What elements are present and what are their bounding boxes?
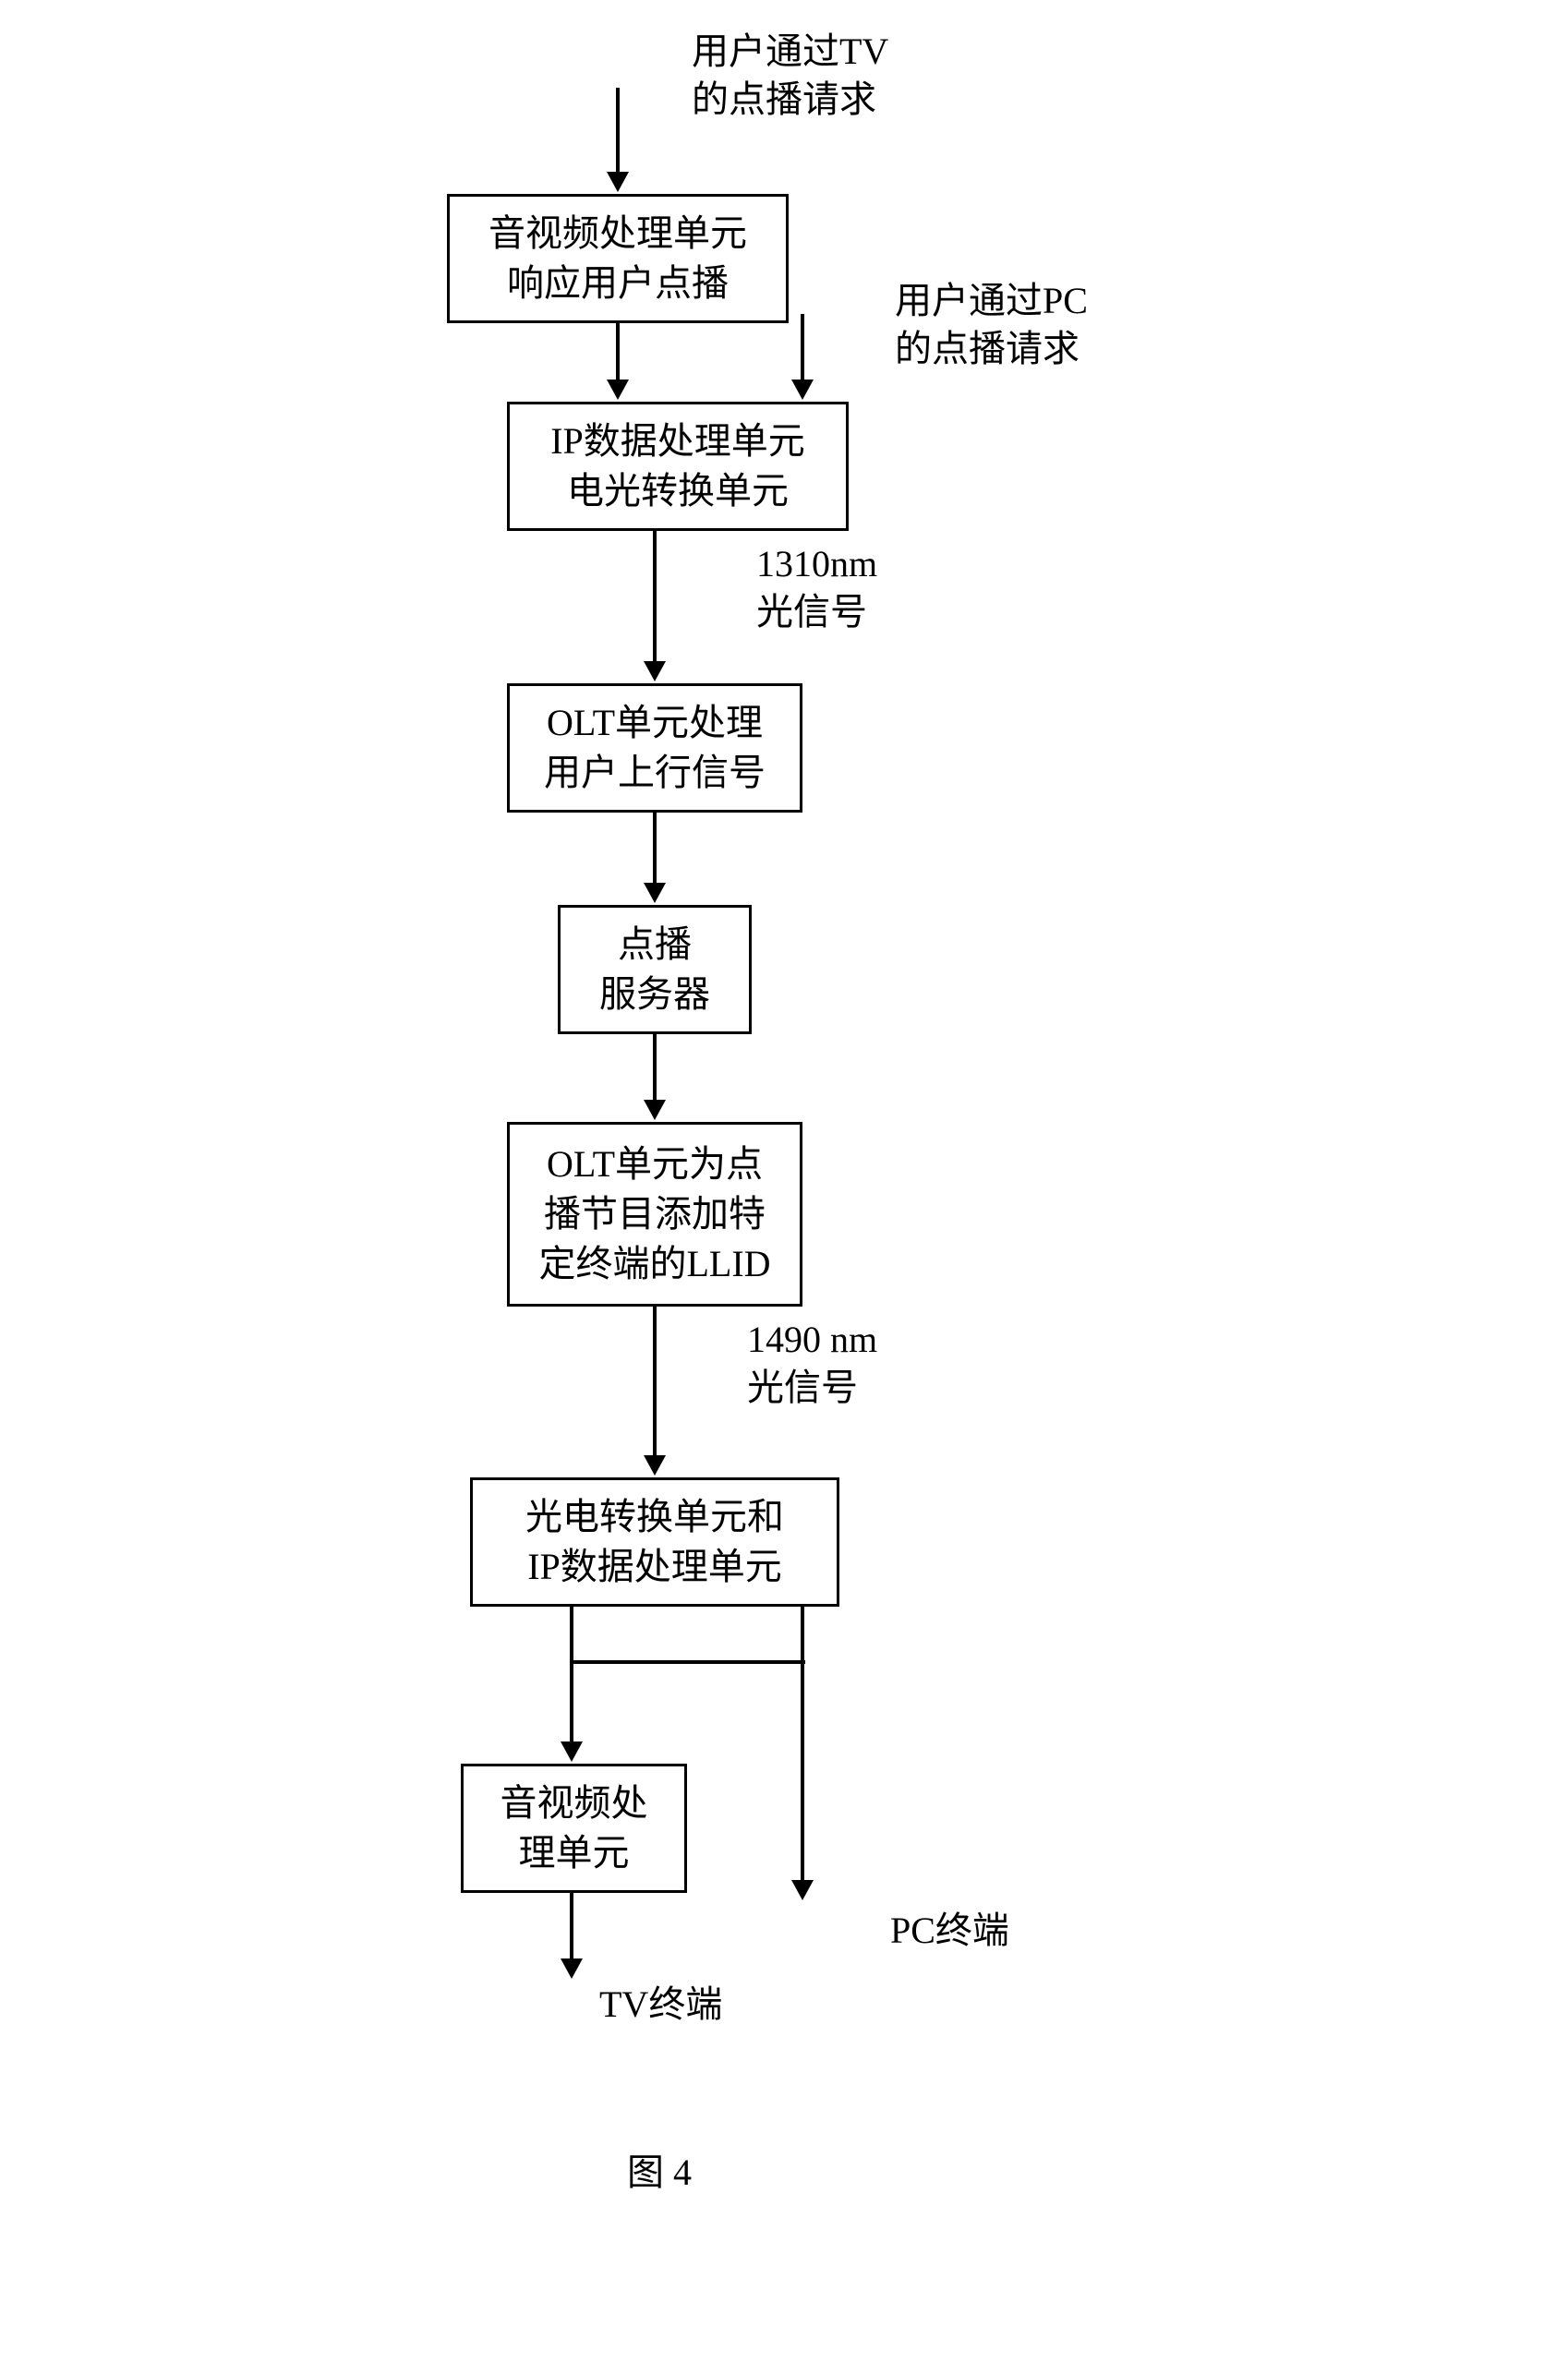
edge-line <box>570 1893 573 1960</box>
edge-arrowhead <box>644 1100 666 1120</box>
node-ip-eo: IP数据处理单元 电光转换单元 <box>507 402 849 531</box>
node-olt-llid: OLT单元为点 播节目添加特 定终端的LLID <box>507 1122 802 1307</box>
node-av-response: 音视频处理单元 响应用户点播 <box>447 194 789 323</box>
edge-line <box>653 531 657 663</box>
label-signal-1490: 1490 nm 光信号 <box>747 1316 877 1412</box>
edge-line <box>801 1607 804 1882</box>
node-av-proc: 音视频处 理单元 <box>461 1764 687 1893</box>
node-label: 音视频处理单元 响应用户点播 <box>488 209 747 308</box>
edge-line <box>801 314 804 381</box>
edge-arrowhead <box>607 380 629 400</box>
node-label: OLT单元处理 用户上行信号 <box>544 698 766 798</box>
edge-arrowhead <box>561 1958 583 1979</box>
edge-line <box>616 88 620 174</box>
edge-line <box>653 813 657 885</box>
edge-arrowhead <box>644 883 666 903</box>
edge-line <box>653 1307 657 1457</box>
node-label: 点播 服务器 <box>599 920 710 1019</box>
figure-caption: 图 4 <box>627 2142 692 2196</box>
node-oe-ip: 光电转换单元和 IP数据处理单元 <box>470 1477 839 1607</box>
node-label: IP数据处理单元 电光转换单元 <box>550 416 805 516</box>
edge-arrowhead <box>561 1741 583 1762</box>
label-pc-terminal: PC终端 <box>890 1907 1009 1955</box>
node-label: 音视频处 理单元 <box>501 1778 648 1878</box>
edge-line <box>616 323 620 381</box>
edge-arrowhead <box>607 172 629 192</box>
node-label: 光电转换单元和 IP数据处理单元 <box>525 1492 784 1592</box>
edge-arrowhead <box>791 380 814 400</box>
node-vod-server: 点播 服务器 <box>558 905 752 1034</box>
label-tv-request: 用户通过TV 的点播请求 <box>692 28 888 124</box>
node-label: OLT单元为点 播节目添加特 定终端的LLID <box>538 1139 770 1289</box>
label-signal-1310: 1310nm 光信号 <box>756 540 877 636</box>
branch-line <box>572 1660 805 1664</box>
edge-arrowhead <box>791 1880 814 1900</box>
node-olt-uplink: OLT单元处理 用户上行信号 <box>507 683 802 813</box>
edge-line <box>653 1034 657 1102</box>
label-tv-terminal: TV终端 <box>599 1981 722 2029</box>
edge-arrowhead <box>644 1455 666 1476</box>
edge-line <box>570 1607 573 1743</box>
label-pc-request: 用户通过PC 的点播请求 <box>895 277 1088 373</box>
edge-arrowhead <box>644 661 666 681</box>
